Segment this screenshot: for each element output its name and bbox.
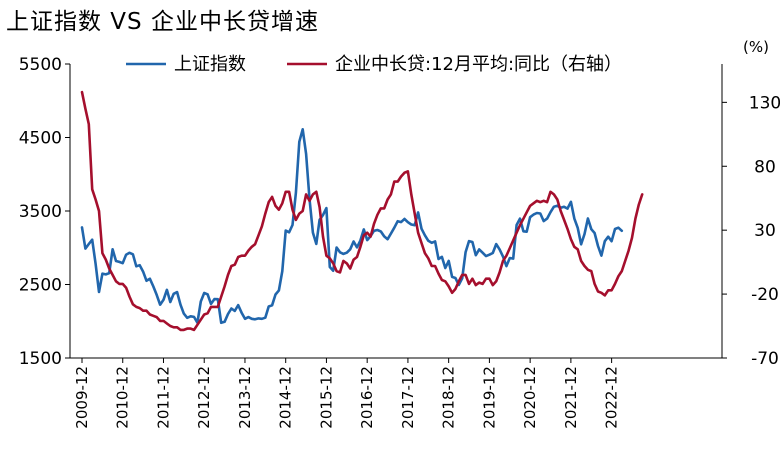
x-tick-label: 2021-12 — [562, 366, 580, 429]
axes — [69, 64, 723, 359]
x-tick-label: 2015-12 — [317, 366, 335, 429]
series-lines — [80, 90, 644, 332]
legend-label-1: 上证指数 — [174, 54, 246, 75]
ticks: 1500 2500 3500 4500 5500 -70 -20 30 80 130 (%) 2009… — [19, 38, 780, 429]
y-right-tick-label: -20 — [751, 285, 779, 305]
y-left-tick-label: 1500 — [19, 349, 62, 369]
x-tick-label: 2018-12 — [440, 366, 458, 429]
series-line-1 — [80, 128, 624, 325]
series-line-2 — [80, 90, 644, 332]
x-tick-label: 2013-12 — [236, 366, 254, 429]
x-tick-label: 2012-12 — [195, 366, 213, 429]
x-tick-label: 2016-12 — [358, 366, 376, 429]
legend-label-2: 企业中长贷:12月平均:同比（右轴） — [335, 54, 622, 75]
y-right-tick-label: -70 — [751, 349, 779, 369]
legend: 上证指数 企业中长贷:12月平均:同比（右轴） — [126, 54, 622, 75]
x-tick-label: 2017-12 — [399, 366, 417, 429]
x-tick-label: 2014-12 — [277, 366, 295, 429]
y-right-unit: (%) — [743, 38, 769, 56]
chart-title: 上证指数 VS 企业中长贷增速 — [6, 9, 319, 35]
x-tick-label: 2022-12 — [603, 366, 621, 429]
x-tick-label: 2009-12 — [73, 366, 91, 429]
y-left-tick-label: 2500 — [19, 276, 62, 296]
y-left-tick-label: 5500 — [19, 55, 62, 75]
x-tick-label: 2010-12 — [114, 366, 132, 429]
y-right-tick-label: 30 — [754, 221, 776, 241]
y-right-tick-label: 80 — [754, 157, 776, 177]
y-right-tick-label: 130 — [749, 93, 780, 113]
y-left-tick-label: 4500 — [19, 129, 62, 149]
y-left-tick-label: 3500 — [19, 202, 62, 222]
x-tick-label: 2019-12 — [480, 366, 498, 429]
x-tick-label: 2020-12 — [521, 366, 539, 429]
x-tick-label: 2011-12 — [154, 366, 172, 429]
